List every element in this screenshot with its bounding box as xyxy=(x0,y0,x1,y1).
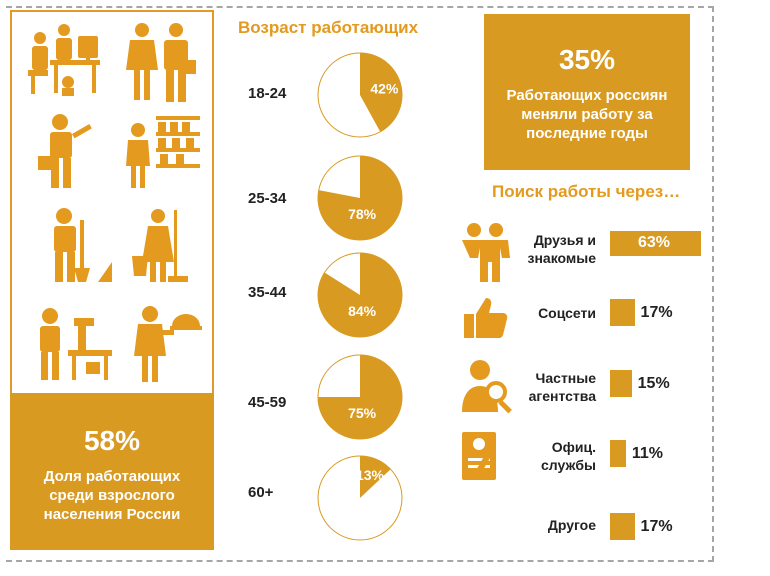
job-search-bar-value: 63% xyxy=(638,234,671,251)
job-search-bar xyxy=(610,440,626,467)
pie-value-label: 42% xyxy=(370,81,399,97)
pie-slice xyxy=(360,456,391,498)
job-search-bar xyxy=(610,370,632,397)
repairman-icon xyxy=(38,114,92,188)
ages-chart-title: Возраст работающих xyxy=(238,18,419,37)
job-search-bar xyxy=(610,513,635,540)
dashed-frame xyxy=(6,6,714,562)
pie-slice xyxy=(318,156,402,240)
source-label: Офиц. службы xyxy=(541,439,596,473)
age-pie: 75% xyxy=(317,354,403,440)
job-search-bar-value: 17% xyxy=(640,304,673,321)
age-pie: 84% xyxy=(317,252,403,338)
factory-worker-icon xyxy=(40,308,112,380)
agent-search-icon xyxy=(462,360,512,414)
job-change-box: 35% Работающих россиян меняли работу за … xyxy=(484,14,690,170)
cleaner-icon xyxy=(132,209,188,282)
employment-share-caption: Доля работающих среди взрослого населени… xyxy=(43,468,181,523)
job-change-value: 35% xyxy=(558,44,616,75)
pie-slice xyxy=(318,253,402,337)
job-search-chart-title: Поиск работы через… xyxy=(492,182,681,201)
pie-slice xyxy=(360,53,402,132)
age-label: 25-34 xyxy=(248,190,287,207)
pie-value-label: 13% xyxy=(356,467,385,483)
job-search-bar xyxy=(610,299,635,326)
job-search-bar-value: 11% xyxy=(631,445,664,462)
waiter-icon xyxy=(134,306,202,382)
friends-icon xyxy=(462,223,510,282)
document-icon xyxy=(462,432,496,480)
source-label: Друзья и знакомые xyxy=(527,232,597,266)
age-pie: 13% xyxy=(317,455,403,541)
age-label: 60+ xyxy=(248,484,274,501)
source-label: Частные агентства xyxy=(528,370,596,404)
pie-value-label: 78% xyxy=(348,206,377,222)
age-pie: 42% xyxy=(317,52,403,138)
pie-slice xyxy=(318,355,402,439)
source-label: Соцсети xyxy=(538,305,596,321)
age-label: 35-44 xyxy=(248,284,287,301)
age-pie-charts: 42% 78% 84% 75% 13% xyxy=(317,52,403,541)
pie-value-label: 75% xyxy=(348,405,377,421)
thumbs-up-icon xyxy=(464,298,508,338)
job-search-bar-value: 17% xyxy=(640,518,673,535)
employment-share-value: 58% xyxy=(83,425,141,456)
source-label: Другое xyxy=(547,517,596,533)
age-label: 45-59 xyxy=(248,394,287,411)
gardener-icon xyxy=(54,208,112,282)
occupation-icons xyxy=(16,14,212,386)
pie-value-label: 84% xyxy=(348,303,377,319)
job-search-bar xyxy=(610,231,701,256)
age-pie: 78% xyxy=(317,155,403,241)
employment-share-box: 58% Доля работающих среди взрослого насе… xyxy=(10,393,214,550)
business-couple-icon xyxy=(126,23,196,102)
job-search-bar-value: 15% xyxy=(637,375,670,392)
office-workers-icon xyxy=(28,24,100,96)
job-change-caption: Работающих россиян меняли работу за посл… xyxy=(506,87,668,142)
age-label: 18-24 xyxy=(248,85,287,102)
shop-assistant-icon xyxy=(126,116,200,188)
